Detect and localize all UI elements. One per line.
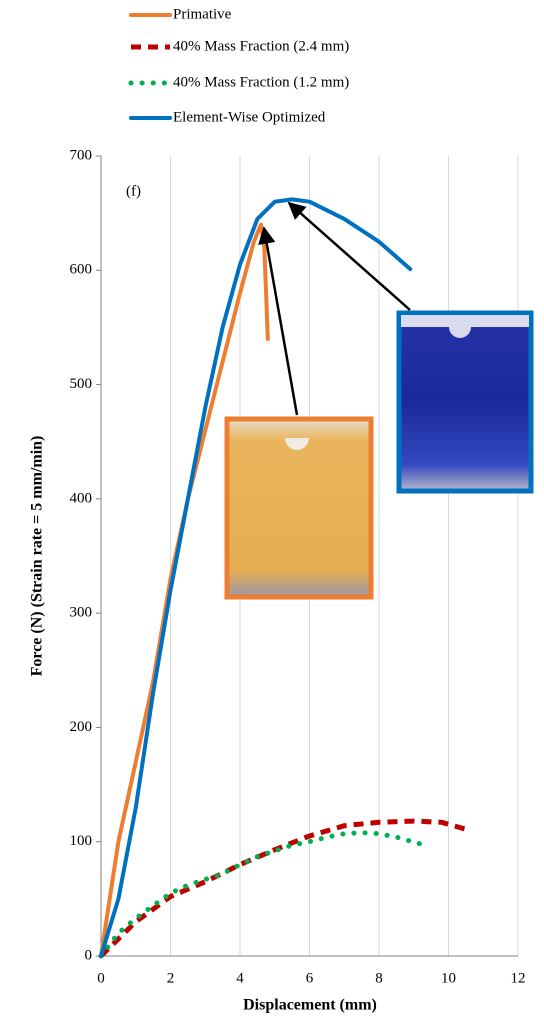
x-tick-label: 6 — [306, 970, 314, 986]
legend-label: Element-Wise Optimized — [173, 109, 326, 125]
legend-label: 40% Mass Fraction (2.4 mm) — [173, 38, 349, 54]
x-tick-label: 0 — [97, 970, 105, 986]
y-tick-label: 100 — [70, 833, 93, 849]
y-tick-label: 700 — [70, 147, 93, 163]
y-tick-label: 0 — [85, 947, 93, 963]
arrow — [289, 203, 410, 310]
y-tick-label: 400 — [70, 490, 93, 506]
inset-photo — [399, 313, 531, 491]
page: {"chart_data": {"type": "line", "annotat… — [0, 0, 544, 1023]
x-tick-label: 10 — [441, 970, 456, 986]
y-tick-label: 200 — [70, 719, 93, 735]
y-tick-label: 300 — [70, 605, 93, 621]
x-axis-label: Displacement (mm) — [243, 997, 377, 1014]
series-line — [101, 833, 421, 956]
x-tick-label: 12 — [511, 970, 526, 986]
annotation: (f) — [126, 183, 141, 199]
x-tick-label: 2 — [167, 970, 175, 986]
legend-label: Primative — [173, 6, 232, 22]
x-tick-label: 8 — [375, 970, 383, 986]
x-tick-label: 4 — [236, 970, 244, 986]
y-tick-label: 600 — [70, 262, 93, 278]
chart: 0 2 4 6 8 10 12 0 100 200 300 400 500 600 700 (f) Disp… — [0, 0, 544, 1023]
y-axis-label: Force (N) (Strain rate = 5 mm/min) — [29, 436, 46, 677]
legend: Primative 40% Mass Fraction (2.4 mm) 40% M… — [131, 6, 349, 125]
y-tick-label: 500 — [70, 376, 93, 392]
series-line — [101, 821, 469, 956]
legend-label: 40% Mass Fraction (1.2 mm) — [173, 74, 349, 90]
